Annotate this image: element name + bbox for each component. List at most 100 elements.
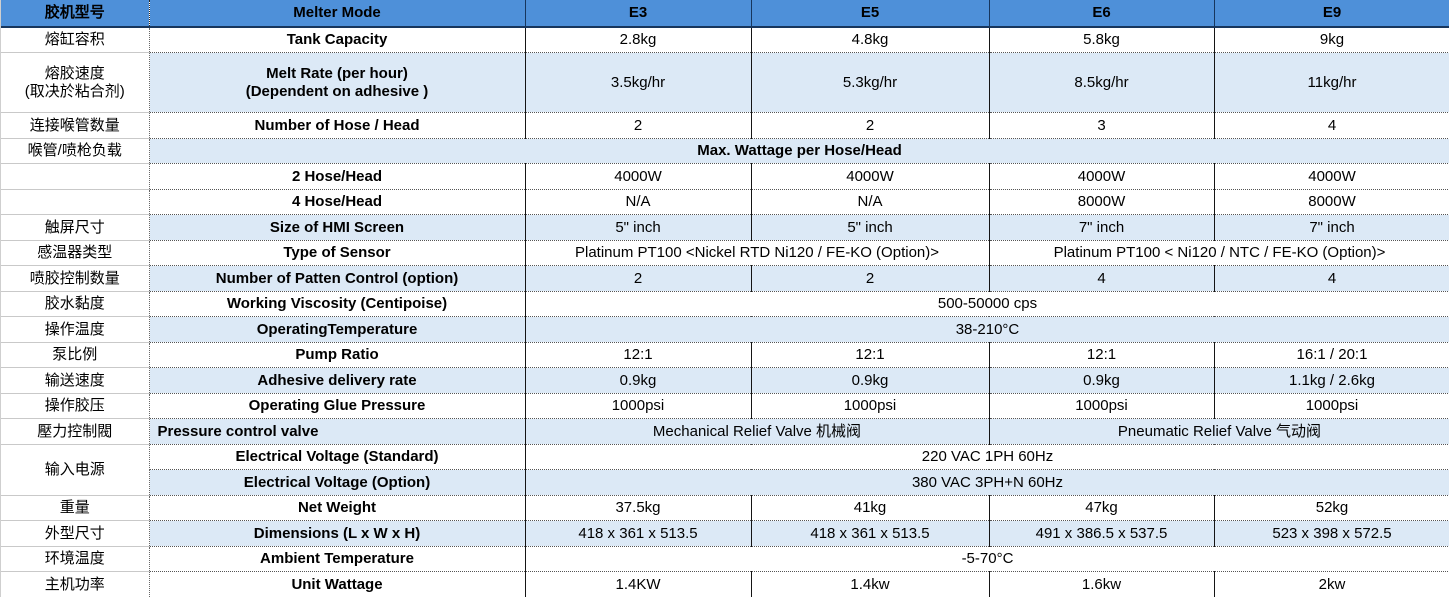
row-4-hose-head: 4 Hose/Head N/A N/A 8000W 8000W [1,189,1449,215]
zh-label: 操作温度 [1,316,150,343]
value-e5: 2 [751,265,990,292]
value-e5: N/A [751,189,990,215]
header-model-e9: E9 [1214,0,1449,28]
value-e6: 4000W [989,163,1215,190]
value-all-models: 38-210°C [525,316,1449,343]
value-e3: 12:1 [525,342,752,368]
value-e6: 491 x 386.5 x 537.5 [989,520,1215,547]
en-label: Ambient Temperature [149,546,526,572]
en-label: Melt Rate (per hour) (Dependent on adhes… [149,52,526,113]
value-e5: 1000psi [751,393,990,419]
en-label: Adhesive delivery rate [149,367,526,394]
value-e6: 12:1 [989,342,1215,368]
en-label-line1: Melt Rate (per hour) [266,65,408,83]
en-label: OperatingTemperature [149,316,526,343]
header-zh-label: 胶机型号 [1,0,150,28]
value-e6: 7" inch [989,214,1215,241]
value-e3: 2 [525,112,752,139]
row-hmi-screen: 触屏尺寸 Size of HMI Screen 5" inch 5" inch … [1,214,1449,241]
en-label: Tank Capacity [149,27,526,53]
value-e3: N/A [525,189,752,215]
zh-label [1,163,150,190]
header-model-e5: E5 [751,0,990,28]
zh-label: 环境温度 [1,546,150,572]
en-label: 2 Hose/Head [149,163,526,190]
row-tank-capacity: 熔缸容积 Tank Capacity 2.8kg 4.8kg 5.8kg 9kg [1,27,1449,53]
value-e3: 3.5kg/hr [525,52,752,113]
value-e6: 47kg [989,495,1215,521]
value-e9: 11kg/hr [1214,52,1449,113]
zh-label [1,189,150,215]
value-e6: 4 [989,265,1215,292]
section-title-max-wattage: Max. Wattage per Hose/Head [149,138,1449,164]
en-label: Number of Patten Control (option) [149,265,526,292]
row-electrical-voltage-option: Electrical Voltage (Option) 380 VAC 3PH+… [1,469,1449,496]
row-operating-glue-pressure: 操作胶压 Operating Glue Pressure 1000psi 100… [1,393,1449,419]
value-e9: 4 [1214,265,1449,292]
value-e6: 1.6kw [989,571,1215,597]
value-e6: 1000psi [989,393,1215,419]
row-pump-ratio: 泵比例 Pump Ratio 12:1 12:1 12:1 16:1 / 20:… [1,342,1449,368]
value-e9: 16:1 / 20:1 [1214,342,1449,368]
zh-label-line1: 熔胶速度 [44,65,105,83]
value-e5: 418 x 361 x 513.5 [751,520,990,547]
row-electrical-voltage-standard: 输入电源 Electrical Voltage (Standard) 220 V… [1,444,1449,496]
zh-label: 喷胶控制数量 [1,265,150,292]
value-e5: 2 [751,112,990,139]
en-label: Pressure control valve [149,418,526,445]
en-label: Operating Glue Pressure [149,393,526,419]
value-e9: 4 [1214,112,1449,139]
value-e6-e9: Pneumatic Relief Valve 气动阀 [989,418,1449,445]
value-e5: 12:1 [751,342,990,368]
value-e3-e5: Mechanical Relief Valve 机械阀 [525,418,990,445]
value-all-models: 500-50000 cps [525,291,1449,317]
en-label: Electrical Voltage (Option) [149,469,526,496]
value-e5: 4000W [751,163,990,190]
value-all-models: 380 VAC 3PH+N 60Hz [525,469,1449,496]
value-e6: 8.5kg/hr [989,52,1215,113]
row-max-wattage-section: 喉管/喷枪负载 Max. Wattage per Hose/Head [1,138,1449,164]
value-e3-e5: Platinum PT100 <Nickel RTD Ni120 / FE-KO… [525,240,990,266]
row-operating-temperature: 操作温度 OperatingTemperature 38-210°C [1,316,1449,343]
en-label: Size of HMI Screen [149,214,526,241]
value-e5: 5" inch [751,214,990,241]
value-e9: 523 x 398 x 572.5 [1214,520,1449,547]
value-e3: 4000W [525,163,752,190]
zh-label: 触屏尺寸 [1,214,150,241]
value-e5: 5.3kg/hr [751,52,990,113]
row-melt-rate: 熔胶速度 (取决於粘合剂) Melt Rate (per hour) (Depe… [1,52,1449,113]
zh-label: 重量 [1,495,150,521]
zh-label: 连接喉管数量 [1,112,150,139]
zh-label: 胶水黏度 [1,291,150,317]
header-model-e3: E3 [525,0,752,28]
value-e3: 0.9kg [525,367,752,394]
zh-label: 泵比例 [1,342,150,368]
header-model-e6: E6 [989,0,1215,28]
value-e9: 7" inch [1214,214,1449,241]
row-pressure-control-valve: 壓力控制閥 Pressure control valve Mechanical … [1,418,1449,445]
row-net-weight: 重量 Net Weight 37.5kg 41kg 47kg 52kg [1,495,1449,521]
zh-label: 外型尺寸 [1,520,150,547]
en-label: Unit Wattage [149,571,526,597]
zh-label: 喉管/喷枪负载 [1,138,150,164]
value-e5: 41kg [751,495,990,521]
value-e9: 9kg [1214,27,1449,53]
en-label-line2: (Dependent on adhesive ) [245,82,429,100]
zh-label: 输送速度 [1,367,150,394]
value-e3: 418 x 361 x 513.5 [525,520,752,547]
zh-label: 输入电源 [1,444,150,496]
value-all-models: -5-70°C [525,546,1449,572]
value-e5: 0.9kg [751,367,990,394]
value-e9: 4000W [1214,163,1449,190]
value-e3: 2.8kg [525,27,752,53]
en-label: Net Weight [149,495,526,521]
zh-label: 感温器类型 [1,240,150,266]
row-patten-control: 喷胶控制数量 Number of Patten Control (option)… [1,265,1449,292]
row-adhesive-delivery-rate: 输送速度 Adhesive delivery rate 0.9kg 0.9kg … [1,367,1449,394]
row-working-viscosity: 胶水黏度 Working Viscosity (Centipoise) 500-… [1,291,1449,317]
value-e3: 2 [525,265,752,292]
value-e9: 1.1kg / 2.6kg [1214,367,1449,394]
value-e5: 1.4kw [751,571,990,597]
header-row: 胶机型号 Melter Mode E3 E5 E6 E9 [1,0,1449,28]
